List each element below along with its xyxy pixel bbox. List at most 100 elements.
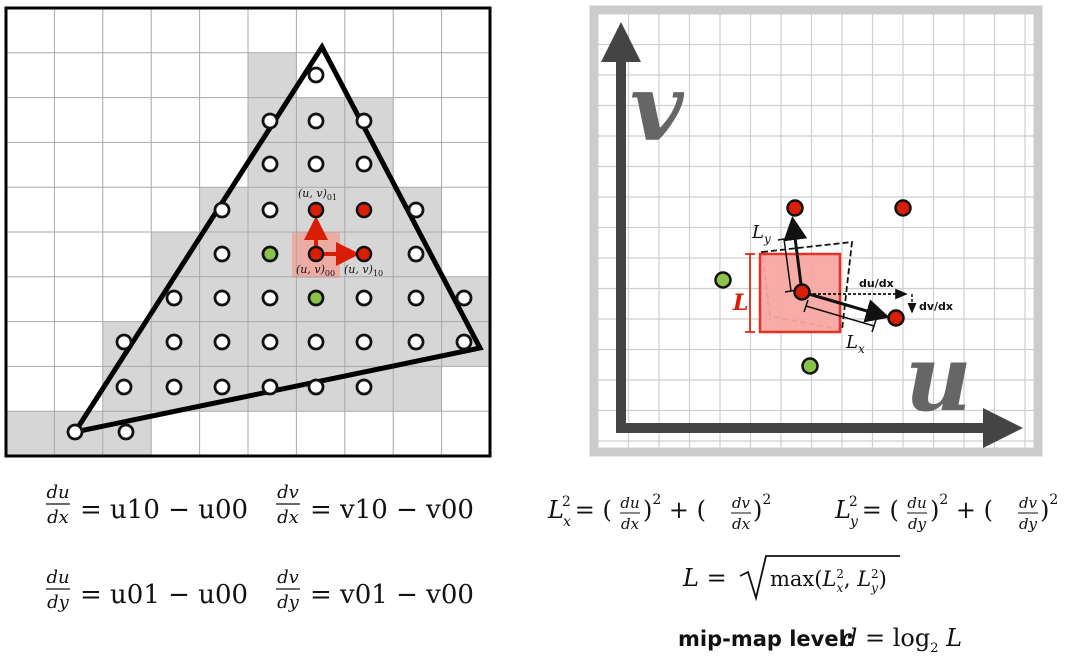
white-sample (355, 378, 373, 396)
eq-Lx2: Lx2 = ( (547, 494, 612, 530)
white-sample (355, 289, 373, 307)
white-sample (213, 289, 231, 307)
white-sample (407, 289, 425, 307)
white-sample (261, 112, 279, 130)
white-sample (261, 155, 279, 173)
eq-r2-f2-den: dy (277, 592, 300, 613)
red-sample-11 (355, 201, 373, 219)
eq-r2-f1-den: dy (47, 592, 70, 613)
Lx-measure (805, 305, 875, 327)
white-sample (407, 333, 425, 351)
eq-r1-f2-den: dx (277, 507, 299, 528)
frac-den: dx (732, 515, 751, 533)
label-L: L (732, 290, 748, 316)
white-sample (355, 155, 373, 173)
red-sample-center (793, 283, 811, 301)
right-panel: v u L Ly Lx du/dx dv/dx Lx2 = ( (547, 5, 1058, 656)
covered-cell-row-1 (248, 52, 297, 98)
white-sample (407, 245, 425, 263)
frac-den: dx (621, 515, 640, 533)
vector-right (801, 290, 890, 323)
white-sample (213, 378, 231, 396)
Ly-tick (777, 237, 791, 241)
mip-map-label: mip-map level: (678, 627, 854, 651)
left-panel: (u, v)01 (u, v)00 (u, v)10 du dx = u10 −… (4, 6, 492, 613)
white-sample (307, 378, 325, 396)
label-dvdx: dv/dx (919, 300, 953, 313)
white-sample (455, 333, 473, 351)
red-sample-topright (894, 199, 912, 217)
axis-label-u: u (905, 324, 972, 432)
green-sample-left (714, 271, 732, 289)
white-sample (165, 333, 183, 351)
axis-label-v: v (630, 54, 685, 162)
mip-map-eq: d = log2 L (842, 624, 962, 656)
eq-r2-f2-rhs: = v01 − v00 (310, 580, 474, 610)
Lx-tick (871, 319, 877, 333)
frac-num: dv (1019, 494, 1038, 512)
red-sample-10 (355, 245, 373, 263)
white-sample (355, 112, 373, 130)
eq-r2-f2-num: dv (277, 567, 299, 588)
eq-r1-f1-rhs: = u10 − u00 (80, 495, 248, 525)
eq-Lx2-mid: )2 + ( (643, 492, 706, 524)
vector-up (783, 216, 808, 293)
label-Ly: Ly (751, 222, 771, 246)
white-sample (307, 112, 325, 130)
sample-points (66, 66, 473, 441)
eq-r1-f1-num: du (46, 482, 69, 503)
eq-r1-f2-rhs: = v10 − v00 (310, 495, 474, 525)
pixel-grid (6, 8, 490, 456)
white-sample (307, 333, 325, 351)
eq-Ly2: Ly2 = ( (834, 494, 899, 530)
white-sample (213, 201, 231, 219)
white-sample (115, 333, 133, 351)
eq-L-inner: max(Lx2, Ly2) (770, 567, 887, 595)
eq-Ly2-end: )2 (1040, 492, 1058, 524)
eq-L: L = (682, 564, 727, 592)
white-sample (455, 289, 473, 307)
label-uv10: (u, v)10 (344, 263, 383, 278)
white-sample (355, 333, 373, 351)
red-sample-right (887, 309, 905, 327)
white-sample (261, 333, 279, 351)
right-equations: Lx2 = ( du dx )2 + ( dv dx )2 Ly2 = ( du d… (547, 492, 1058, 656)
red-sample-top (786, 199, 804, 217)
frac-num: du (620, 494, 639, 512)
white-sample (66, 423, 84, 441)
white-sample (261, 289, 279, 307)
texture-grid (598, 14, 1034, 448)
left-frame (4, 6, 492, 458)
red-sample-00 (307, 245, 325, 263)
eq-r1-f2-num: dv (277, 482, 299, 503)
sqrt-symbol (739, 555, 900, 602)
eq-r1-f1-den: dx (47, 507, 69, 528)
left-equations: du dx = u10 − u00 dv dx = v10 − v00 du d… (46, 482, 474, 613)
label-dudx: du/dx (859, 277, 894, 290)
frac-num: dv (732, 494, 751, 512)
white-sample (307, 155, 325, 173)
eq-Lx2-end: )2 (753, 492, 771, 524)
green-sample (261, 245, 279, 263)
frac-num: du (907, 494, 926, 512)
white-sample (261, 378, 279, 396)
eq-r2-f1-rhs: = u01 − u00 (80, 580, 248, 610)
label-uv01: (u, v)01 (298, 187, 337, 202)
frac-den: dy (908, 515, 927, 533)
white-sample (261, 201, 279, 219)
red-sample-01 (307, 201, 325, 219)
label-Lx: Lx (845, 332, 865, 356)
white-sample (117, 423, 135, 441)
white-sample (307, 66, 325, 84)
Lx-tick (803, 299, 809, 313)
white-sample (407, 201, 425, 219)
white-sample (213, 333, 231, 351)
Ly-measure (783, 238, 792, 292)
white-sample (165, 289, 183, 307)
label-uv00: (u, v)00 (296, 263, 335, 278)
white-sample (115, 378, 133, 396)
eq-Ly2-mid: )2 + ( (930, 492, 993, 524)
frac-den: dy (1019, 515, 1038, 533)
eq-r2-f1-num: du (46, 567, 69, 588)
